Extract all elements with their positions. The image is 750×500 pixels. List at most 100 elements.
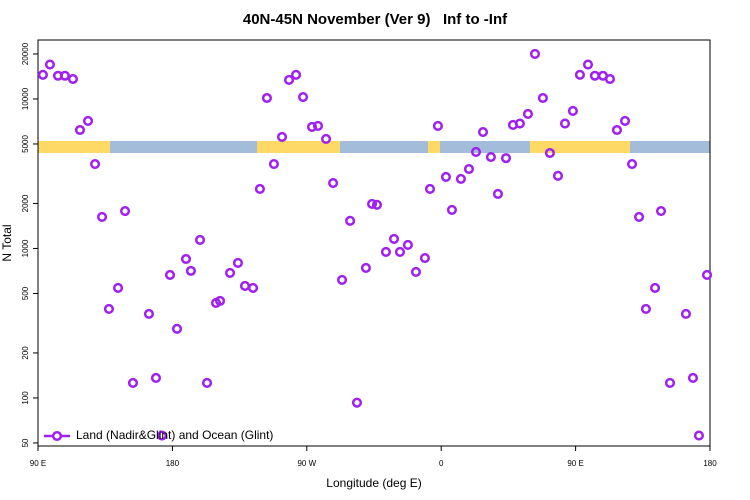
data-point <box>67 73 78 85</box>
data-point <box>492 188 503 200</box>
data-point <box>485 151 496 163</box>
data-point <box>455 173 466 184</box>
data-point <box>283 74 295 86</box>
data-point <box>367 198 378 209</box>
legend-label: Land (Nadir&Glint) and Ocean (Glint) <box>76 428 273 442</box>
data-point <box>582 59 594 70</box>
data-point <box>649 282 661 294</box>
data-point <box>214 295 226 306</box>
data-point <box>290 69 302 80</box>
data-point <box>440 171 452 182</box>
data-point <box>611 124 623 136</box>
x-tick-label: 90 W <box>297 459 316 468</box>
data-point <box>201 377 213 388</box>
data-point <box>328 177 339 189</box>
data-point <box>89 158 101 170</box>
x-tick-label: 0 <box>439 459 444 468</box>
data-point <box>103 303 114 314</box>
data-point <box>514 118 525 129</box>
data-point <box>321 133 332 145</box>
data-point <box>127 377 139 388</box>
data-point <box>59 70 70 81</box>
data-point <box>463 163 475 175</box>
band-land <box>38 141 110 153</box>
x-tick-label: 180 <box>166 459 180 468</box>
data-point <box>424 183 436 195</box>
band-land <box>530 141 630 153</box>
data-point <box>619 115 631 126</box>
data-point <box>634 211 645 222</box>
data-point <box>74 124 86 136</box>
data-point <box>522 108 534 119</box>
data-point <box>567 105 578 117</box>
x-axis-label: Longitude (deg E) <box>326 476 421 490</box>
data-point <box>604 73 615 85</box>
data-point <box>500 153 512 164</box>
data-point <box>701 269 713 280</box>
y-axis-label: N Total <box>0 224 14 261</box>
data-point <box>559 118 571 129</box>
data-point <box>143 308 155 319</box>
y-tick-label: 500 <box>21 286 30 300</box>
data-point <box>410 266 422 277</box>
plot-frame <box>37 39 711 447</box>
y-tick-label: 200 <box>21 346 30 360</box>
data-point <box>120 205 131 217</box>
y-tick-label: 2000 <box>21 194 30 212</box>
data-point <box>574 69 585 80</box>
data-point <box>268 158 279 170</box>
chart-title: 40N-45N November (Ver 9) Inf to -Inf <box>243 11 508 28</box>
data-point <box>239 280 251 292</box>
data-point <box>680 308 692 319</box>
x-tick-label: 90 E <box>567 459 583 468</box>
data-point <box>185 265 196 276</box>
data-point <box>664 377 676 388</box>
y-tick-label: 100 <box>21 391 30 405</box>
data-point <box>37 69 48 80</box>
y-tick-label: 1000 <box>21 239 30 257</box>
data-point <box>394 246 406 257</box>
data-point <box>82 115 94 126</box>
data-point <box>224 267 236 278</box>
data-point <box>552 170 564 181</box>
data-point <box>112 282 124 294</box>
x-tick-label: 180 <box>703 459 717 468</box>
y-tick-label: 20000 <box>21 42 30 65</box>
data-point <box>446 204 458 215</box>
data-point <box>247 282 259 294</box>
data-point <box>180 253 192 265</box>
data-point <box>150 372 162 384</box>
data-point <box>380 246 391 257</box>
data-point <box>419 252 430 264</box>
data-point <box>345 215 356 226</box>
data-point <box>529 48 541 60</box>
y-tick-label: 10000 <box>21 87 30 110</box>
data-point <box>626 158 638 170</box>
data-point <box>261 92 272 104</box>
data-point <box>477 126 489 138</box>
data-point <box>687 372 699 384</box>
data-point <box>693 430 704 441</box>
y-tick-label: 50 <box>21 438 30 447</box>
data-point <box>44 59 55 70</box>
data-point <box>312 120 324 131</box>
data-point <box>544 147 555 159</box>
data-point <box>388 233 400 244</box>
data-point <box>336 274 348 285</box>
band-land <box>428 141 440 153</box>
data-point <box>470 146 482 158</box>
legend-marker <box>51 430 63 442</box>
data-point <box>254 183 265 195</box>
band-land <box>257 141 340 153</box>
data-point <box>276 131 288 143</box>
data-point <box>655 205 667 217</box>
data-point <box>537 92 548 104</box>
data-point <box>640 303 651 314</box>
data-point <box>371 199 383 210</box>
data-point <box>351 397 363 408</box>
data-point <box>232 257 244 268</box>
surface-band <box>38 141 710 153</box>
data-point <box>360 262 371 273</box>
data-point <box>194 234 206 245</box>
